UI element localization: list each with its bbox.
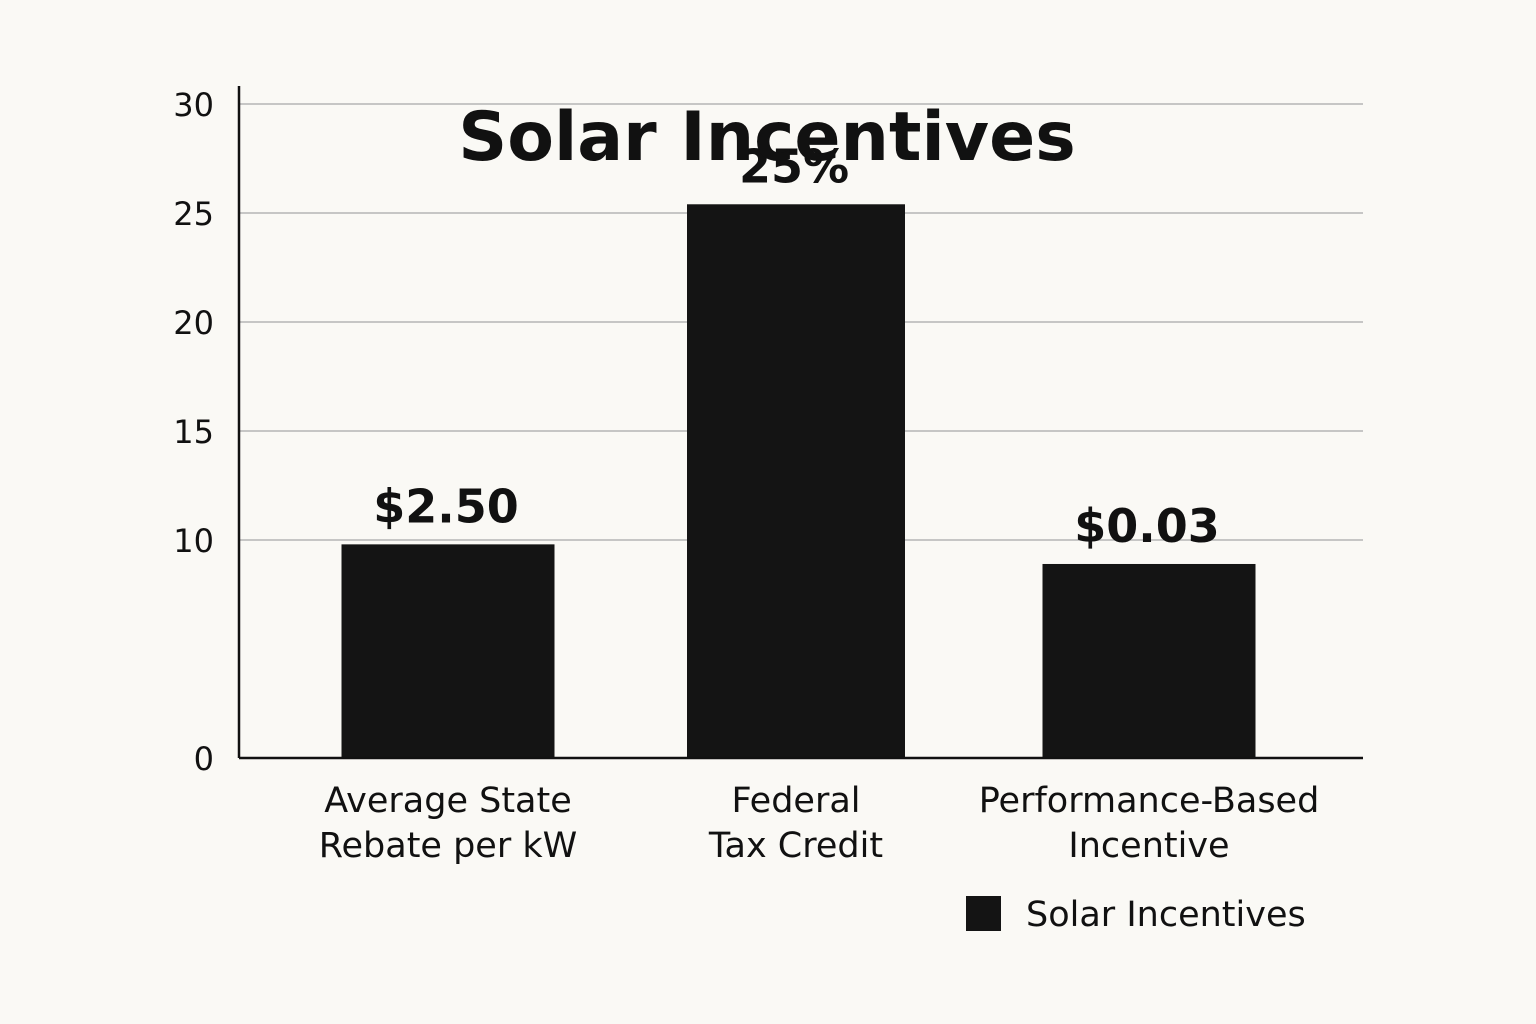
y-tick-label: 0 [194, 740, 214, 778]
data-label: $0.03 [1074, 499, 1220, 553]
y-tick-label: 25 [173, 195, 214, 233]
y-tick-label: 15 [173, 413, 214, 451]
x-category-label: Rebate per kW [319, 826, 577, 866]
bar [341, 544, 555, 758]
x-category-label: Average State [324, 781, 572, 821]
y-axis-tick-labels: 0 10 15 20 25 30 [173, 86, 214, 778]
x-category-label: Federal [731, 781, 860, 821]
legend-swatch [966, 896, 1001, 931]
bars [341, 204, 1256, 758]
y-tick-label: 20 [173, 304, 214, 342]
x-category-label: Performance-Based [979, 781, 1320, 821]
bar [687, 204, 905, 758]
data-labels: $2.50 25% $0.03 [373, 139, 1220, 553]
y-tick-label: 30 [173, 86, 214, 124]
y-tick-label: 10 [173, 522, 214, 560]
legend-label: Solar Incentives [1026, 895, 1306, 935]
bar [1042, 563, 1256, 758]
x-axis-category-labels: Average State Rebate per kW Federal Tax Cre… [319, 781, 1320, 866]
x-category-label: Incentive [1068, 826, 1229, 866]
x-category-label: Tax Credit [708, 826, 883, 866]
data-label: 25% [739, 139, 849, 193]
legend: Solar Incentives [966, 895, 1306, 935]
data-label: $2.50 [373, 479, 519, 533]
axes [237, 86, 1363, 760]
chart-title: Solar Incentives [458, 98, 1075, 177]
